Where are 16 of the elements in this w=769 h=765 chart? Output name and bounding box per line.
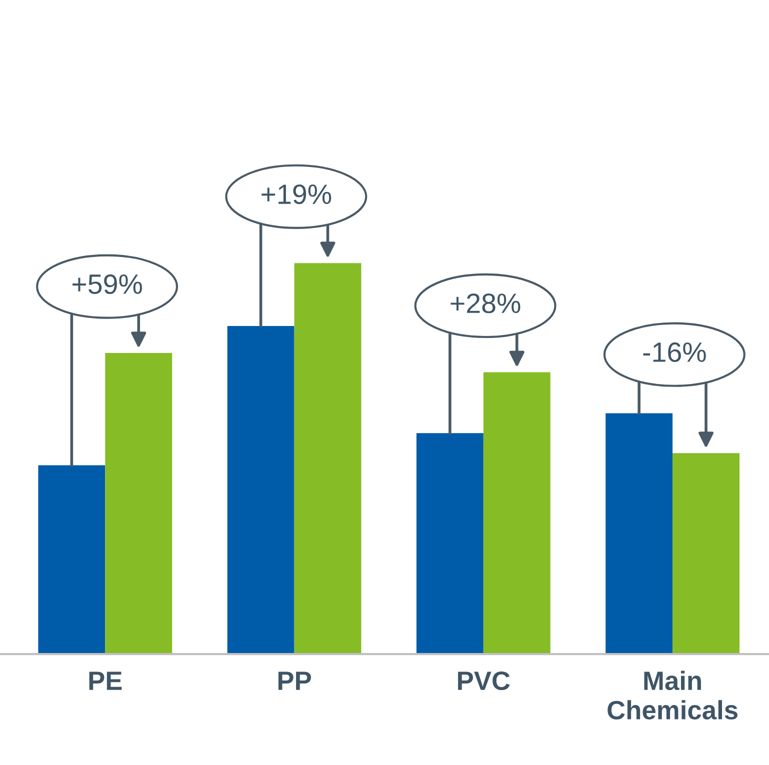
- annotation: +28%: [450, 294, 520, 314]
- bar: [483, 372, 550, 654]
- x-tick-label: Main Chemicals: [608, 670, 738, 720]
- x-tick-label: PE: [89, 672, 122, 690]
- bar: [416, 433, 484, 654]
- bar: [105, 353, 172, 654]
- x-tick-label: PVC: [458, 671, 510, 690]
- annotation: +59%: [72, 274, 142, 294]
- bar: [672, 453, 740, 654]
- bar: [606, 413, 673, 654]
- bar: [227, 326, 294, 654]
- x-tick-label: PP: [278, 672, 311, 690]
- bar: [294, 263, 362, 654]
- annotation: -16%: [643, 342, 706, 362]
- text: +19%: [262, 184, 332, 204]
- bar: [38, 465, 106, 654]
